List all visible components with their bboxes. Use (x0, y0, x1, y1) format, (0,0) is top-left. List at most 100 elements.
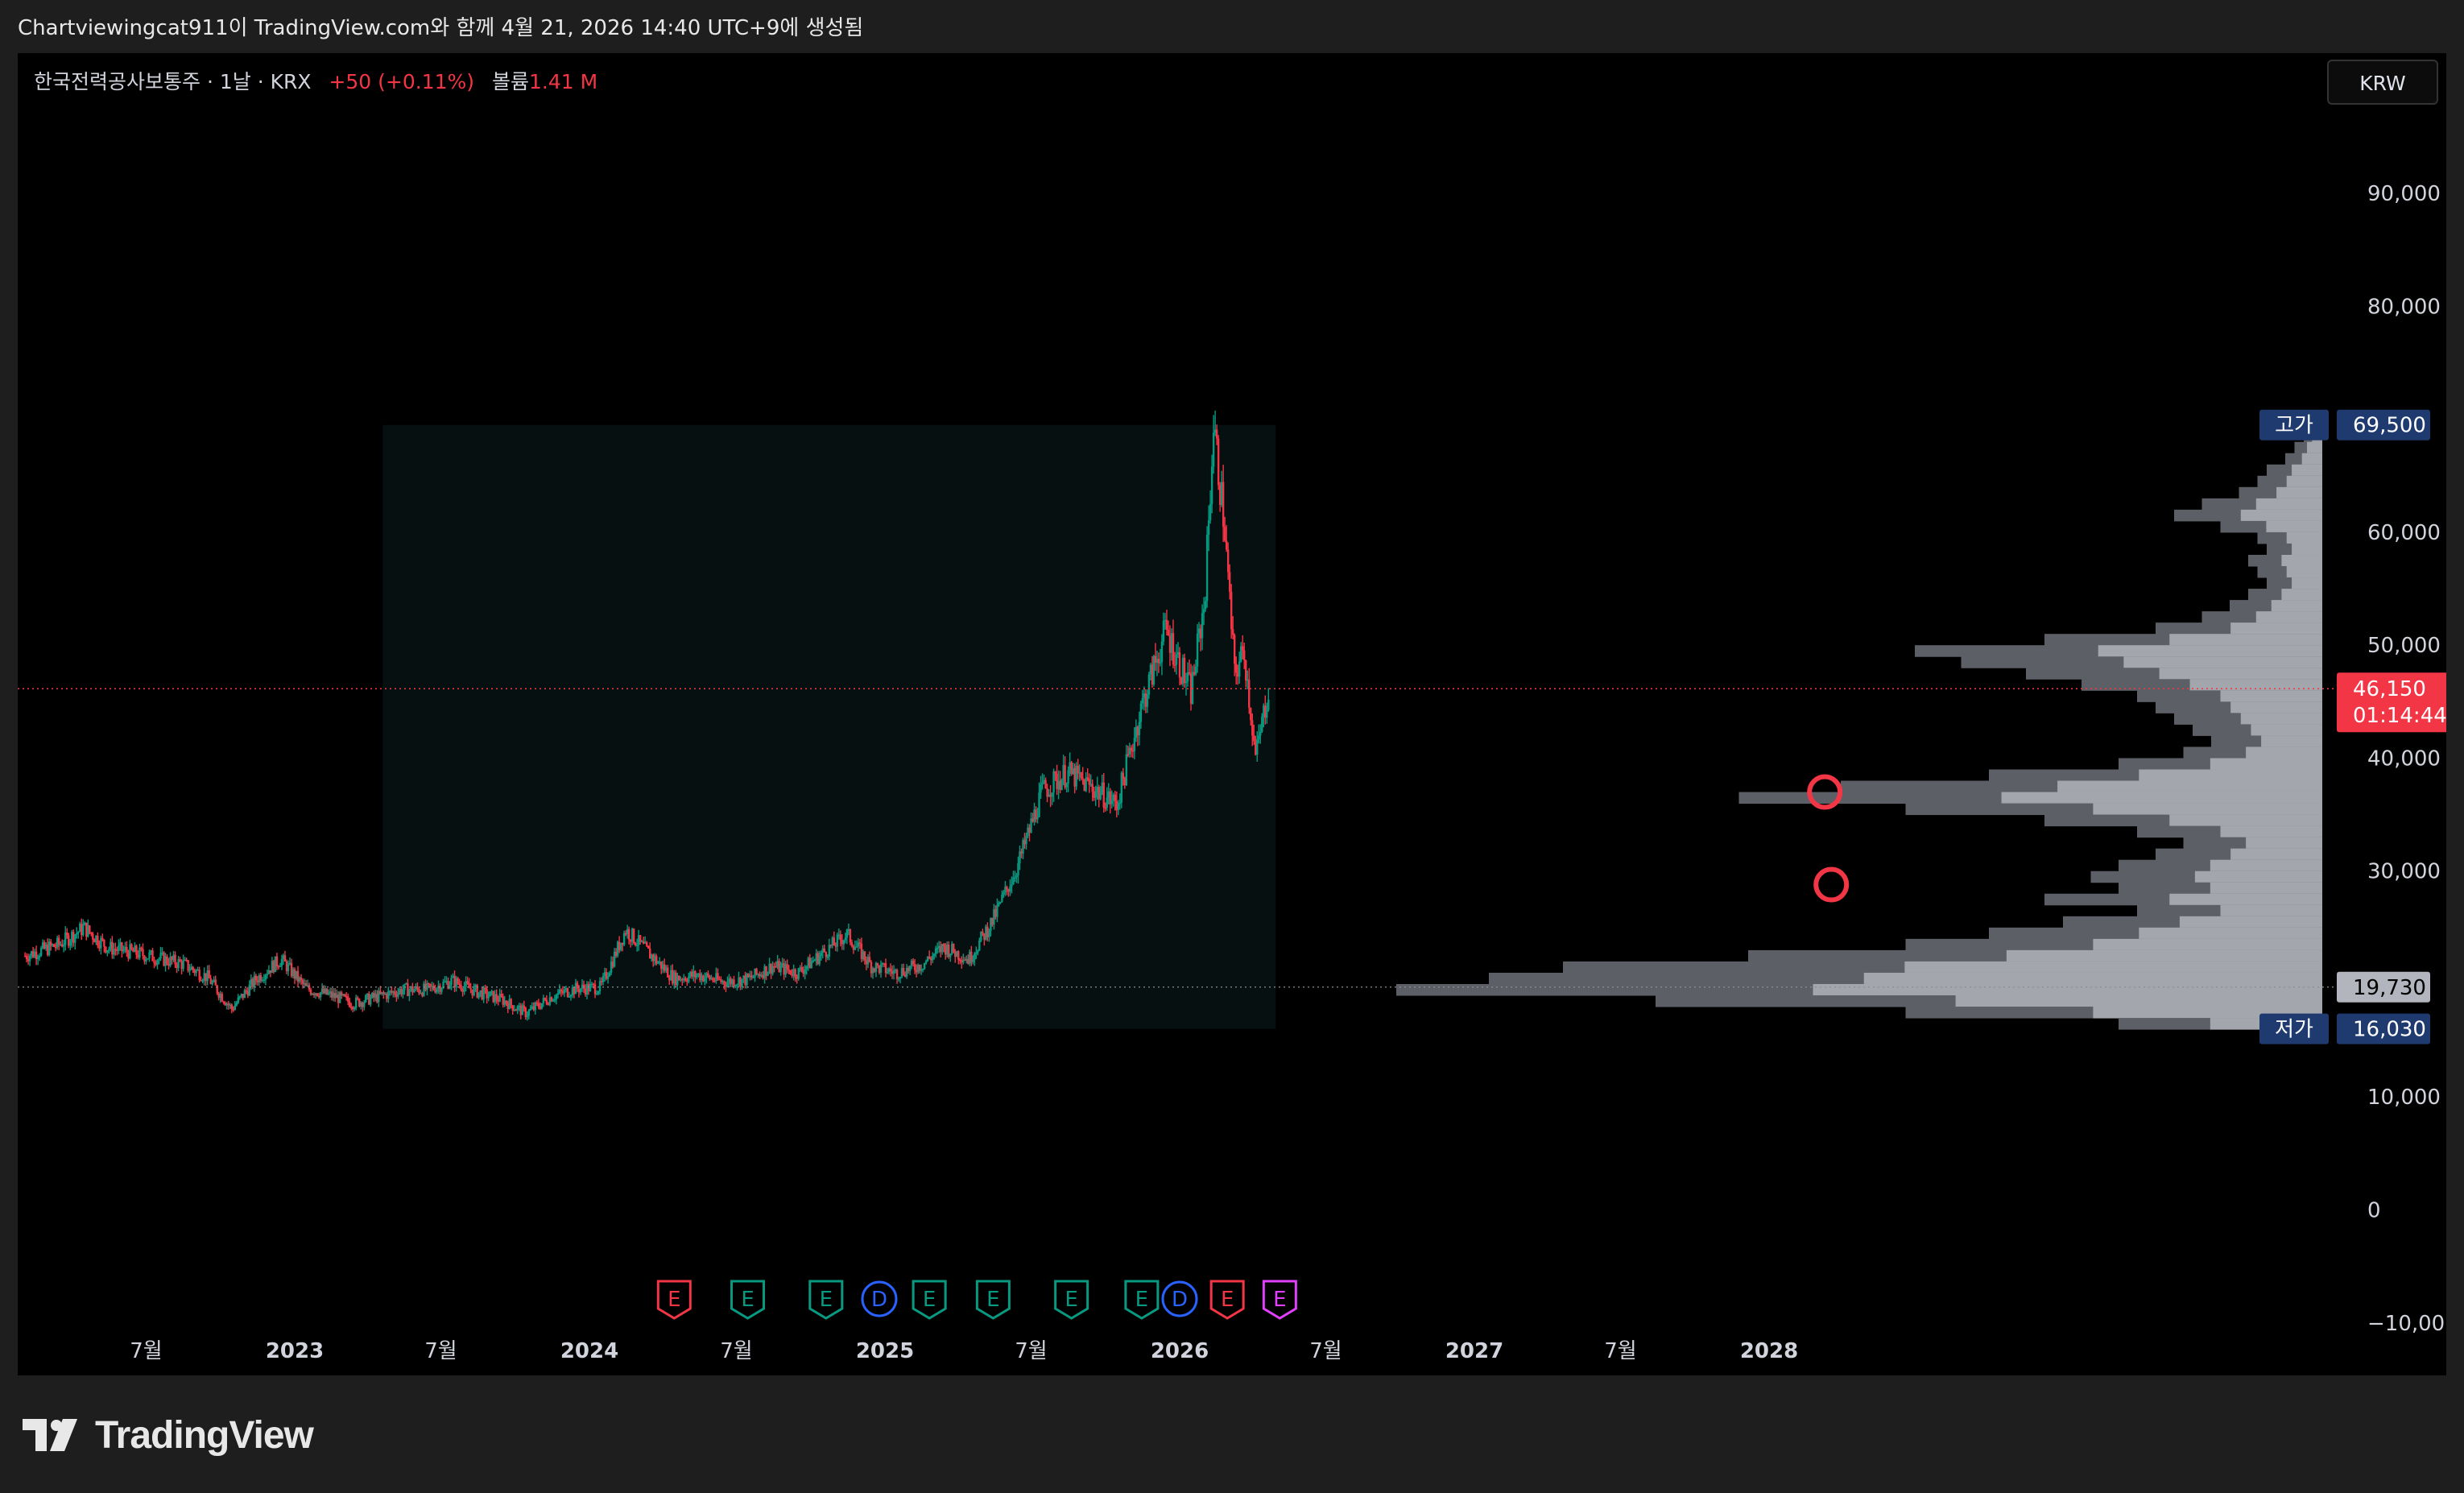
candle-body (213, 979, 215, 982)
candle-body (84, 922, 86, 926)
symbol-title[interactable]: 한국전력공사보통주 · 1날 · KRX (34, 70, 312, 93)
candle-body (1089, 784, 1092, 785)
candle-body (431, 986, 433, 987)
candle-body (1036, 817, 1039, 820)
candle-body (196, 970, 199, 971)
candle-body (731, 979, 734, 985)
candle-body (449, 985, 451, 989)
candle-body (524, 1007, 527, 1018)
volume-profile-bar-inner (2123, 656, 2322, 668)
all-time-low-tag (2259, 1013, 2329, 1044)
candle-body (261, 979, 264, 982)
candle-body (1096, 787, 1098, 792)
volume-profile-bar-inner (2098, 645, 2322, 657)
candle-body (38, 955, 41, 957)
candle-body (592, 983, 595, 986)
candle-body (680, 979, 682, 981)
candle-body (1073, 768, 1076, 787)
candle-body (240, 994, 243, 997)
candle-body (351, 1007, 354, 1010)
candle-body (1043, 780, 1045, 783)
candle-body (726, 982, 729, 987)
currency-button[interactable]: KRW (2327, 60, 2438, 105)
candle-body (910, 961, 913, 966)
candle-body (271, 961, 274, 974)
volume-profile-bar-inner (2093, 803, 2322, 816)
candle-body (606, 976, 610, 979)
candle-body (794, 969, 796, 978)
candle-body (941, 944, 944, 953)
candle-body (765, 966, 767, 976)
candle-body (195, 970, 197, 974)
candle-body (725, 984, 727, 987)
candle-body (1070, 762, 1073, 775)
candle-body (1141, 697, 1144, 704)
candle-body (797, 968, 800, 979)
candle-body (500, 994, 502, 997)
candle-body (374, 994, 377, 998)
candle-body (547, 1003, 550, 1005)
candle-body (103, 939, 105, 947)
volume-profile-bar-inner (2301, 453, 2322, 465)
candle-body (343, 994, 346, 997)
candle-body (688, 976, 690, 982)
candle-body (384, 994, 387, 995)
candle-body (1031, 818, 1034, 822)
candle-body (1226, 549, 1230, 573)
candle-body (1019, 851, 1021, 864)
candle-body (457, 978, 459, 984)
candle-body (428, 982, 430, 985)
candle-body (1020, 851, 1023, 854)
volume-profile (1396, 430, 2322, 1030)
candle-body (829, 944, 833, 946)
price-change: +50 (+0.11%) (329, 70, 475, 93)
all-time-low-tag-label: 저가 (2275, 1018, 2313, 1042)
candle-body (161, 952, 163, 954)
chart-area[interactable]: 90,000 80,000 60,000 50,000 40,000 30,000 10,0… (18, 53, 2446, 1375)
candle-body (27, 959, 30, 962)
candle-body (934, 948, 937, 954)
candle-body (523, 1005, 525, 1008)
candle-body (622, 933, 626, 945)
candle-body (870, 962, 873, 974)
candle-body (694, 971, 697, 978)
dividend-marker (1161, 1280, 1198, 1317)
candle-body (1245, 660, 1247, 681)
volume-profile-bar-inner (2006, 949, 2322, 962)
candle-body (654, 956, 656, 962)
candle-body (967, 958, 969, 964)
candle-body (283, 955, 287, 962)
candle-body (1205, 534, 1209, 602)
candle-body (1243, 650, 1246, 660)
candle-body (166, 956, 168, 964)
candle-body (138, 947, 141, 958)
candle-body (600, 981, 603, 982)
earnings-marker (1209, 1280, 1245, 1320)
candle-body (1114, 794, 1116, 802)
candle-body (188, 970, 191, 971)
candle-body (602, 976, 605, 982)
candle-body (902, 968, 905, 975)
candle-body (959, 959, 961, 962)
candle-body (946, 945, 949, 955)
candle-body (1237, 672, 1239, 677)
candle-body (373, 992, 375, 998)
candle-body (1099, 792, 1102, 800)
candle-body (647, 945, 650, 949)
candle-body (886, 972, 889, 974)
candle-body (440, 987, 443, 992)
candle-body (95, 935, 97, 943)
candle-body (1263, 705, 1265, 717)
tradingview-logo[interactable]: TradingView (23, 1411, 314, 1459)
candle-body (97, 935, 99, 946)
candle-body (156, 960, 159, 966)
price-chart[interactable]: 90,000 80,000 60,000 50,000 40,000 30,000 10,0… (18, 53, 2446, 1375)
candle-body (155, 962, 157, 966)
candle-body (251, 978, 254, 987)
x-axis-tick-label: 2025 (856, 1339, 914, 1363)
candle-body (208, 970, 210, 978)
candle-body (692, 971, 695, 977)
candle-body (309, 990, 312, 995)
candle-body (280, 959, 283, 966)
